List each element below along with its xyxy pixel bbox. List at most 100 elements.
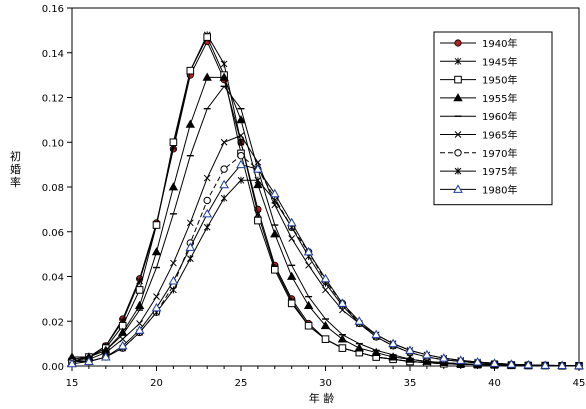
- legend-marker: [454, 75, 462, 84]
- data-point: [337, 298, 348, 307]
- data-point: [170, 286, 177, 294]
- data-point: [168, 275, 179, 285]
- legend-marker: [454, 167, 462, 175]
- data-point: [253, 164, 263, 173]
- data-point: [286, 217, 297, 227]
- data-point: [220, 165, 228, 173]
- data-point: [100, 352, 111, 361]
- data-point: [337, 334, 348, 343]
- data-point: [203, 196, 211, 205]
- axes: 0.00 0.02 0.04 0.06 0.08 0.10 0.12 0.14 0.16 15 20…: [42, 4, 586, 389]
- data-point: [202, 208, 213, 218]
- legend-item: 1975年: [440, 165, 517, 178]
- legend-label: 1940年: [482, 37, 517, 50]
- data-point: [253, 179, 263, 189]
- x-axis-title: 年 齢: [309, 391, 335, 405]
- data-point: [288, 235, 296, 242]
- data-point: [438, 353, 449, 362]
- y-axis-title: 初婚率: [10, 149, 21, 189]
- data-point: [254, 216, 262, 225]
- data-point: [67, 358, 77, 368]
- legend-label: 1970年: [482, 147, 517, 160]
- legend-marker: [453, 93, 463, 102]
- data-point: [371, 347, 381, 356]
- data-point: [354, 316, 365, 325]
- y-tick-label: 0.02: [42, 317, 64, 328]
- x-tick-label: 15: [66, 378, 79, 389]
- legend-label: 1945年: [482, 55, 517, 68]
- data-point: [321, 335, 330, 343]
- data-point: [338, 344, 347, 352]
- data-point: [303, 246, 314, 256]
- data-point: [422, 349, 432, 359]
- x-tick-label: 40: [488, 378, 501, 389]
- data-point: [220, 60, 228, 68]
- series-8: [67, 159, 584, 370]
- legend-item: 1980年: [440, 183, 517, 196]
- data-point: [202, 72, 212, 81]
- data-point: [186, 66, 195, 75]
- data-point: [203, 223, 211, 231]
- legend-item: 1940年: [440, 37, 517, 50]
- data-point: [405, 345, 415, 354]
- y-tick-label: 0.08: [42, 183, 64, 194]
- data-point: [237, 176, 245, 184]
- data-point: [287, 271, 297, 280]
- data-point: [152, 221, 161, 229]
- data-point: [506, 359, 517, 368]
- data-point: [354, 343, 364, 352]
- data-point: [136, 320, 143, 327]
- data-point: [270, 229, 280, 238]
- legend-marker: [454, 57, 462, 65]
- data-point: [322, 286, 329, 294]
- legend-box: [433, 31, 553, 206]
- data-point: [203, 33, 211, 41]
- data-point: [557, 360, 567, 370]
- legend-marker: [454, 149, 462, 157]
- data-point: [287, 299, 296, 308]
- data-point: [203, 174, 211, 182]
- x-tick-label: 35: [404, 378, 417, 389]
- series-layer: [67, 31, 584, 370]
- data-point: [320, 273, 331, 283]
- data-point: [574, 360, 584, 370]
- data-point: [388, 338, 398, 348]
- y-tick-label: 0.06: [42, 228, 64, 239]
- data-point: [169, 138, 178, 147]
- data-point: [185, 242, 196, 251]
- y-tick-label: 0.14: [42, 49, 64, 60]
- y-tick-label: 0.10: [42, 138, 64, 149]
- y-tick-label: 0.16: [42, 4, 64, 15]
- legend-label: 1965年: [482, 129, 517, 142]
- data-point: [119, 335, 127, 343]
- x-tick-label: 20: [150, 378, 163, 389]
- legend: 1940年 1945年 1950年 1955年 1960年 1965年 1970年 1975年…: [433, 31, 553, 206]
- data-point: [236, 159, 246, 169]
- x-tick-label: 30: [319, 378, 332, 389]
- legend-item: 1955年: [440, 92, 517, 105]
- data-point: [254, 159, 262, 166]
- legend-item: 1950年: [440, 74, 517, 87]
- data-point: [254, 176, 262, 184]
- data-point: [271, 265, 279, 274]
- data-point: [220, 138, 228, 146]
- data-point: [472, 356, 483, 366]
- data-point: [151, 247, 162, 256]
- legend-label: 1975年: [482, 165, 517, 178]
- data-point: [269, 188, 280, 198]
- data-point: [117, 340, 128, 350]
- data-point: [168, 182, 179, 191]
- data-point: [455, 355, 466, 364]
- legend-item: 1945年: [440, 55, 517, 68]
- legend-label: 1960年: [482, 110, 517, 123]
- data-point: [185, 119, 195, 128]
- data-point: [489, 358, 500, 367]
- data-point: [170, 259, 177, 267]
- data-point: [135, 286, 144, 294]
- legend-label: 1980年: [482, 183, 517, 196]
- data-point: [186, 255, 194, 263]
- legend-marker: [453, 184, 463, 193]
- data-point: [320, 320, 331, 330]
